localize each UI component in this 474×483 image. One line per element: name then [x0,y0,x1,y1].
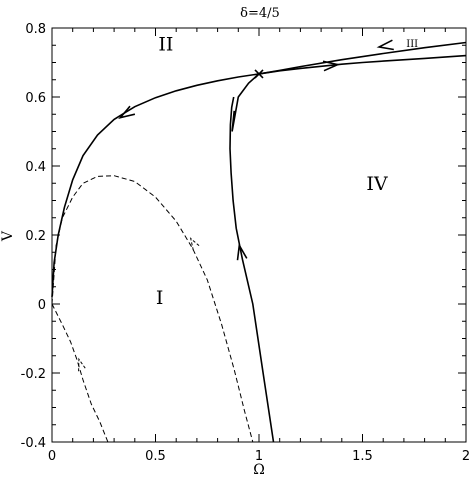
chart-title: δ=4/5 [240,6,280,21]
trajectory-line-3 [51,175,254,443]
region-label: I [156,287,164,309]
trajectory-line-2 [229,96,275,443]
fixed-point-marker [254,69,264,79]
plot-frame [51,27,467,443]
direction-arrow [118,105,136,120]
y-tick-label: 0.4 [25,160,46,175]
x-tick-label: 1 [255,449,263,464]
y-tick-label: -0.2 [21,367,46,382]
y-tick-label: 0.6 [25,91,46,106]
x-tick-label: 0.5 [145,449,166,464]
y-axis-label: V [0,230,16,242]
direction-arrow [376,39,394,51]
y-tick-label: 0.8 [25,22,46,37]
direction-arrow [189,237,201,251]
trajectories [51,39,467,443]
trajectory-line-4 [51,303,109,443]
region-label: IV [366,173,388,195]
x-tick-label: 0 [48,449,56,464]
y-tick-label: 0 [38,298,46,313]
axis-ticks: 0 0.5 1 1.5 2 -0.4 -0.2 0 0.2 0.4 0.6 0.8 [21,22,471,464]
y-tick-label: 0.2 [25,229,46,244]
x-tick-label: 2 [462,449,470,464]
region-label: III [406,39,418,50]
direction-arrow [322,60,341,72]
region-label: II [158,33,173,55]
x-tick-label: 1.5 [352,449,373,464]
trajectory-line-0 [51,41,467,298]
y-tick-label: -0.4 [21,436,46,451]
x-axis-label: Ω [253,462,265,478]
direction-arrow [78,357,87,372]
direction-arrow [236,242,248,261]
trajectory-line-1 [231,54,467,132]
